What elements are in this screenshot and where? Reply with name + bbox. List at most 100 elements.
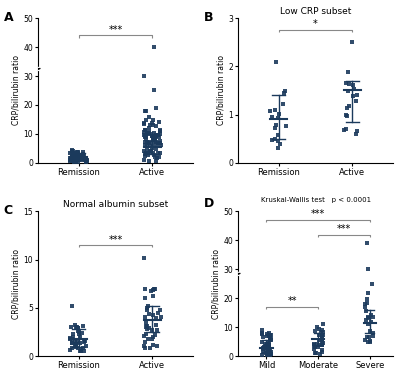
Point	[266, 344, 272, 350]
Point	[319, 326, 326, 333]
Point	[142, 108, 148, 114]
Point	[146, 143, 153, 149]
Point	[78, 330, 85, 336]
Point	[364, 290, 371, 296]
Point	[353, 98, 359, 104]
Point	[72, 339, 78, 345]
Point	[70, 151, 77, 157]
Point	[69, 158, 76, 164]
Point	[367, 339, 374, 345]
Point	[78, 157, 85, 163]
Point	[312, 350, 318, 356]
Point	[141, 120, 147, 126]
Text: Kruskal-Wallis test   p < 0.0001: Kruskal-Wallis test p < 0.0001	[261, 197, 371, 203]
Point	[319, 339, 325, 345]
Point	[154, 141, 160, 147]
Point	[266, 330, 272, 336]
Point	[157, 131, 163, 137]
Point	[264, 345, 270, 351]
Point	[370, 314, 376, 320]
Point	[74, 339, 80, 345]
Point	[67, 336, 73, 342]
Point	[141, 148, 148, 154]
Point	[268, 351, 274, 357]
Point	[362, 301, 368, 307]
Point	[144, 131, 150, 137]
Point	[152, 332, 158, 338]
Point	[314, 324, 320, 330]
Point	[70, 334, 77, 340]
Point	[262, 348, 269, 354]
Point	[72, 157, 78, 163]
Point	[150, 312, 156, 318]
Point	[369, 281, 375, 287]
Point	[78, 153, 85, 159]
Point	[341, 127, 347, 133]
Point	[76, 154, 82, 160]
Point	[157, 150, 163, 156]
Point	[76, 331, 82, 337]
Point	[141, 121, 148, 127]
Y-axis label: CRP/bilirubin ratio: CRP/bilirubin ratio	[12, 249, 21, 319]
Point	[149, 120, 155, 126]
Point	[343, 80, 349, 86]
Point	[144, 146, 150, 152]
Point	[142, 142, 149, 148]
Point	[267, 351, 274, 357]
Point	[267, 331, 274, 337]
Point	[143, 320, 150, 326]
Point	[82, 157, 88, 163]
Point	[148, 133, 155, 139]
Point	[152, 137, 158, 143]
Y-axis label: CRP/bilirubin ratio: CRP/bilirubin ratio	[212, 249, 220, 319]
Point	[148, 148, 154, 154]
Point	[152, 136, 158, 142]
Point	[363, 308, 370, 314]
Point	[82, 159, 89, 165]
Point	[70, 158, 76, 164]
Point	[141, 255, 147, 261]
Point	[77, 348, 83, 354]
Point	[276, 112, 283, 118]
Point	[74, 156, 81, 162]
Point	[70, 157, 76, 163]
Text: ***: ***	[108, 234, 123, 245]
Y-axis label: CRP/bilirubin ratio: CRP/bilirubin ratio	[12, 55, 20, 126]
Point	[266, 345, 272, 351]
Point	[268, 337, 274, 343]
Point	[158, 314, 164, 320]
Point	[273, 122, 279, 128]
Point	[143, 133, 150, 139]
Point	[147, 149, 154, 155]
Point	[150, 142, 156, 148]
Point	[67, 347, 74, 353]
Point	[77, 346, 84, 352]
Point	[67, 158, 74, 164]
Text: ***: ***	[337, 224, 351, 234]
Point	[154, 310, 161, 316]
Point	[311, 342, 317, 348]
Text: **: **	[288, 296, 297, 306]
Point	[72, 345, 79, 351]
Point	[158, 142, 164, 148]
Point	[274, 132, 281, 138]
Point	[75, 149, 81, 155]
Point	[69, 147, 76, 153]
Point	[274, 138, 281, 144]
Point	[153, 133, 159, 139]
Point	[146, 311, 152, 317]
Point	[69, 340, 76, 346]
Point	[150, 117, 156, 123]
Point	[310, 346, 317, 352]
Point	[71, 159, 78, 165]
Point	[80, 153, 87, 159]
Point	[67, 155, 74, 161]
Point	[259, 349, 266, 355]
Point	[258, 327, 265, 333]
Point	[261, 344, 268, 350]
Point	[262, 345, 268, 351]
Point	[316, 333, 322, 339]
Point	[150, 150, 156, 156]
Point	[150, 123, 156, 129]
Point	[153, 146, 159, 152]
